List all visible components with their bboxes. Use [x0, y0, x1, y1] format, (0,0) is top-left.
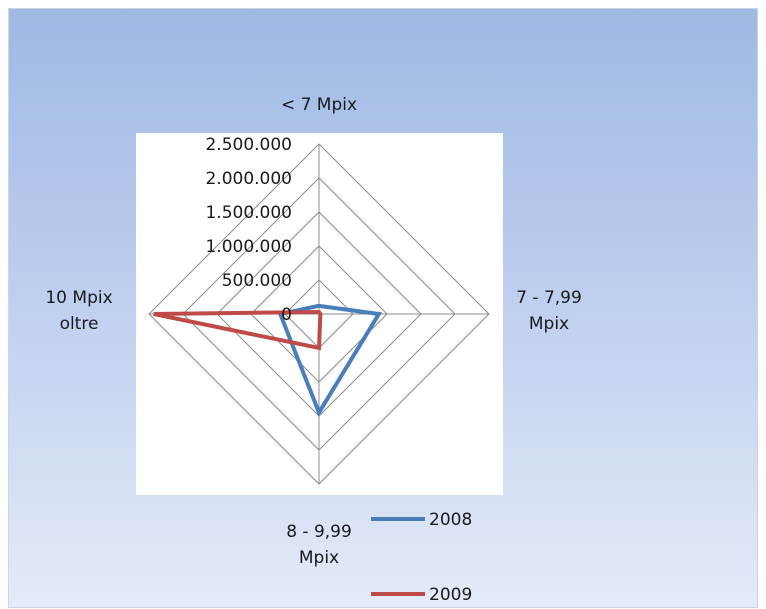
- radar-chart: 0 500.000 1.000.000 1.500.000 2.000.000 2.500…: [45, 95, 582, 605]
- tick-label: 2.000.000: [205, 169, 292, 189]
- series-line-2009: [153, 309, 323, 351]
- category-label: < 7 Mpix: [281, 95, 357, 115]
- category-label: 10 Mpix oltre: [45, 288, 112, 334]
- legend-label: 2009: [429, 585, 472, 605]
- series-line-2008: [277, 303, 383, 418]
- legend-label: 2008: [429, 510, 472, 530]
- chart-area: 0 500.000 1.000.000 1.500.000 2.000.000 2.500…: [8, 8, 758, 608]
- tick-label: 1.000.000: [205, 237, 292, 257]
- tick-label: 1.500.000: [205, 203, 292, 223]
- tick-label: 0: [281, 305, 292, 325]
- category-label: 7 - 7,99 Mpix: [516, 288, 582, 334]
- category-label: 8 - 9,99 Mpix: [286, 522, 352, 568]
- tick-label: 2.500.000: [205, 135, 292, 155]
- tick-label: 500.000: [222, 271, 292, 291]
